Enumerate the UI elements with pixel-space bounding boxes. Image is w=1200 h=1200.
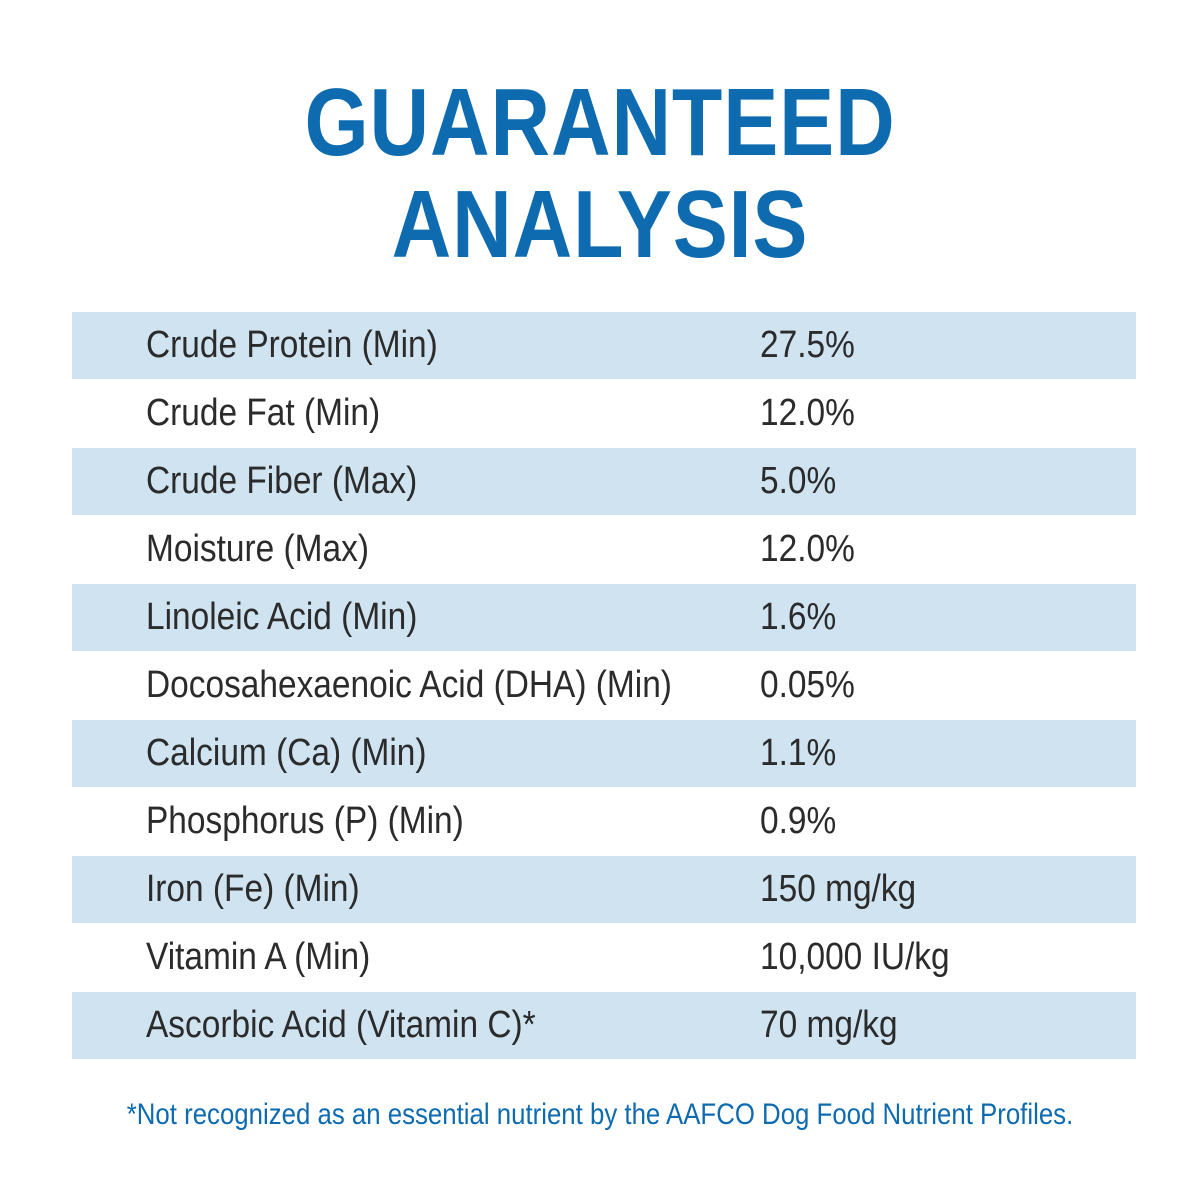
nutrient-label: Calcium (Ca) (Min)	[146, 732, 427, 774]
table-row: Calcium (Ca) (Min) 1.1%	[72, 719, 1136, 787]
nutrient-label: Crude Protein (Min)	[146, 324, 438, 366]
nutrient-value: 0.05%	[760, 664, 855, 706]
nutrient-value: 5.0%	[760, 460, 837, 502]
nutrient-label: Vitamin A (Min)	[146, 936, 371, 978]
nutrient-value: 27.5%	[760, 324, 855, 366]
nutrient-label: Moisture (Max)	[146, 528, 369, 570]
nutrient-label: Ascorbic Acid (Vitamin C)*	[146, 1004, 536, 1046]
page-title: GUARANTEED ANALYSIS	[84, 72, 1116, 276]
nutrient-value: 10,000 IU/kg	[760, 936, 950, 978]
nutrient-value: 150 mg/kg	[760, 868, 917, 910]
nutrient-label: Crude Fiber (Max)	[146, 460, 418, 502]
nutrient-label: Linoleic Acid (Min)	[146, 596, 418, 638]
table-row: Iron (Fe) (Min) 150 mg/kg	[72, 855, 1136, 923]
nutrient-value: 0.9%	[760, 800, 837, 842]
nutrient-value: 70 mg/kg	[760, 1004, 898, 1046]
nutrient-label: Docosahexaenoic Acid (DHA) (Min)	[146, 664, 672, 706]
table-row: Vitamin A (Min) 10,000 IU/kg	[72, 923, 1136, 991]
nutrient-label: Phosphorus (P) (Min)	[146, 800, 464, 842]
table-row: Moisture (Max) 12.0%	[72, 515, 1136, 583]
table-row: Ascorbic Acid (Vitamin C)* 70 mg/kg	[72, 991, 1136, 1059]
table-row: Crude Fiber (Max) 5.0%	[72, 447, 1136, 515]
footnote: *Not recognized as an essential nutrient…	[126, 1098, 1074, 1131]
table-row: Crude Fat (Min) 12.0%	[72, 379, 1136, 447]
nutrient-value: 1.1%	[760, 732, 837, 774]
title-line-1: GUARANTEED	[304, 69, 896, 176]
nutrient-value: 12.0%	[760, 392, 855, 434]
nutrient-label: Crude Fat (Min)	[146, 392, 381, 434]
nutrient-value: 12.0%	[760, 528, 855, 570]
nutrient-label: Iron (Fe) (Min)	[146, 868, 360, 910]
table-row: Linoleic Acid (Min) 1.6%	[72, 583, 1136, 651]
table-row: Crude Protein (Min) 27.5%	[72, 312, 1136, 379]
title-line-2: ANALYSIS	[391, 171, 809, 278]
analysis-table: Crude Protein (Min) 27.5% Crude Fat (Min…	[72, 312, 1136, 1059]
table-row: Docosahexaenoic Acid (DHA) (Min) 0.05%	[72, 651, 1136, 719]
nutrient-value: 1.6%	[760, 596, 837, 638]
table-row: Phosphorus (P) (Min) 0.9%	[72, 787, 1136, 855]
